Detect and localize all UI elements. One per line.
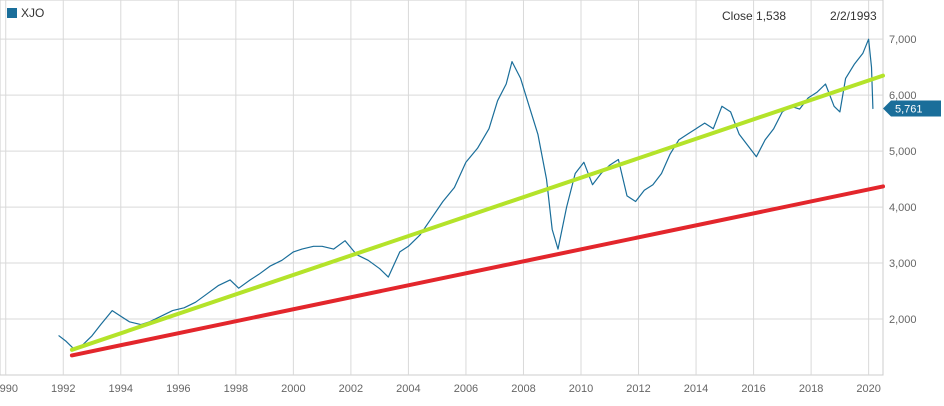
y-gridlines [0, 38, 883, 320]
x-tick-label: 2002 [339, 383, 363, 395]
x-tick-label: 2014 [684, 383, 708, 395]
x-tick-label: 2020 [856, 383, 880, 395]
x-tick-label: 1996 [166, 383, 190, 395]
green-trend-line [69, 73, 885, 352]
y-tick-label: 2,000 [889, 314, 917, 326]
x-tick-label: 2008 [511, 383, 535, 395]
last-price-tag: 5,761 [883, 100, 941, 117]
x-tick-label: 2016 [741, 383, 765, 395]
x-tick-label: 2010 [569, 383, 593, 395]
legend[interactable]: XJO [7, 6, 44, 20]
x-tick-label: 1990 [0, 383, 18, 395]
legend-square-icon [7, 8, 17, 18]
last-price-tag-shape [883, 100, 941, 117]
price-line [58, 38, 874, 351]
close-value: Close 1,538 [722, 9, 786, 23]
last-price-label: 5,761 [895, 104, 923, 116]
x-tick-label: 2004 [396, 383, 420, 395]
y-tick-label: 5,000 [889, 146, 917, 158]
y-tick-label: 3,000 [889, 258, 917, 270]
x-tick-label: 2012 [626, 383, 650, 395]
date-value: 2/2/1993 [830, 9, 877, 23]
y-axis-labels: 2,000 3,000 4,000 5,000 6,000 7,000 [889, 34, 917, 326]
x-axis-labels: 1990 1992 1994 1996 1998 2000 2002 2004 2006 2008… [0, 383, 881, 395]
plot-area [0, 0, 884, 376]
x-tick-label: 1998 [224, 383, 248, 395]
y-tick-label: 6,000 [889, 90, 917, 102]
red-trend-line [69, 184, 885, 358]
x-tick-label: 1992 [51, 383, 75, 395]
x-tick-label: 2000 [281, 383, 305, 395]
y-tick-label: 4,000 [889, 202, 917, 214]
x-tick-label: 2018 [799, 383, 823, 395]
x-tick-label: 2006 [454, 383, 478, 395]
x-tick-label: 1994 [109, 383, 133, 395]
y-tick-label: 7,000 [889, 34, 917, 46]
legend-label: XJO [21, 6, 44, 20]
series-lines [58, 38, 885, 358]
x-gridlines [5, 0, 870, 375]
